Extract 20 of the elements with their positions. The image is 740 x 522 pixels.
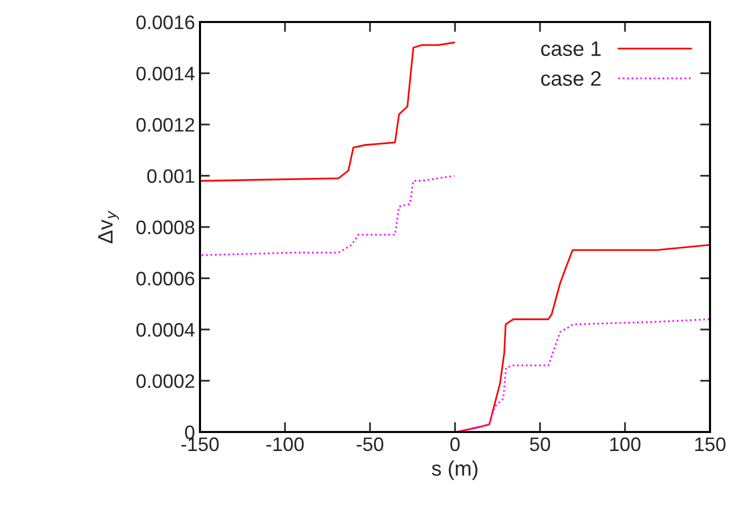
y-tick-label: 0.0006 bbox=[136, 272, 194, 286]
y-tick-label: 0.0014 bbox=[136, 66, 195, 80]
y-tick-label: 0.001 bbox=[147, 169, 194, 183]
legend-label: case 1 bbox=[541, 42, 601, 56]
x-tick-label: -100 bbox=[266, 437, 304, 452]
y-tick-label: 0.0002 bbox=[136, 374, 194, 388]
x-axis-title: s (m) bbox=[432, 460, 478, 480]
y-tick-label: 0.0016 bbox=[136, 15, 194, 30]
x-tick-label: 0 bbox=[450, 437, 460, 452]
x-tick-label: 50 bbox=[530, 437, 550, 452]
x-tick-label: 100 bbox=[610, 437, 640, 452]
y-tick-label: 0.0012 bbox=[136, 118, 194, 132]
x-tick-label: -50 bbox=[356, 437, 384, 452]
y-tick-label: 0.0008 bbox=[136, 220, 194, 234]
y-tick-label: 0.0004 bbox=[136, 322, 195, 337]
x-tick-label: -150 bbox=[181, 437, 219, 452]
legend-label: case 2 bbox=[541, 71, 601, 86]
y-axis-title: Δv$_{y}$ bbox=[98, 210, 119, 244]
y-tick-label: 0 bbox=[185, 425, 194, 440]
x-tick-label: 150 bbox=[695, 437, 726, 452]
